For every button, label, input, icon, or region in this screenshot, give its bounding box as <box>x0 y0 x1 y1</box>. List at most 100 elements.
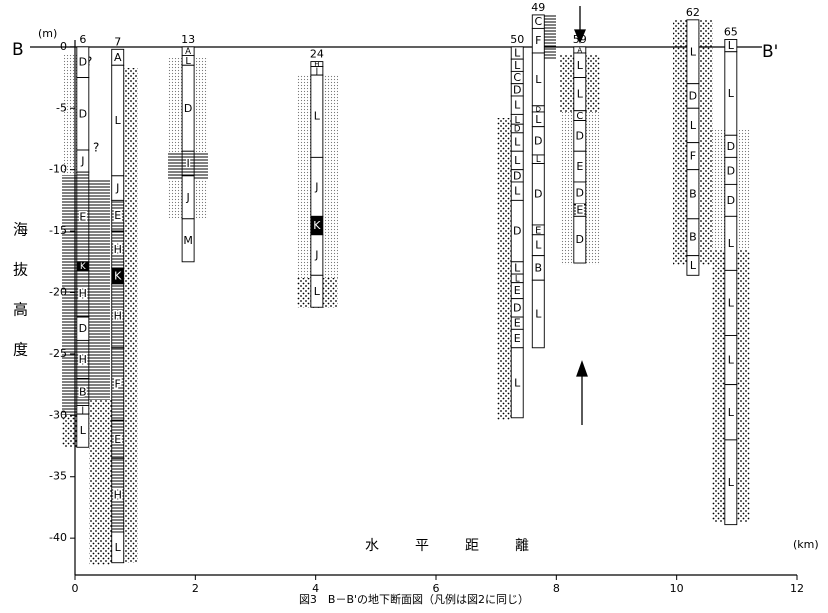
x-tick-label: 12 <box>790 582 804 595</box>
question-mark: ? <box>93 141 99 155</box>
x-axis-label: 距 <box>465 538 479 554</box>
layer-label: M <box>183 234 193 247</box>
layer-label: L <box>577 88 584 101</box>
layer-label: J <box>315 67 319 77</box>
layer <box>573 215 587 264</box>
layer-label: D <box>576 129 584 142</box>
layer-label: B <box>689 188 697 201</box>
layer-label: L <box>535 307 542 320</box>
caption: 図3 B－B'の地下断面図（凡例は図2に同じ） <box>299 592 529 606</box>
layer-label: L <box>535 73 542 86</box>
layer-label: L <box>514 261 521 274</box>
layer-label: D <box>536 105 541 113</box>
layer-label: D <box>576 187 584 200</box>
layer-label: C <box>534 15 542 28</box>
layer-label: F <box>690 150 696 163</box>
layer-label: J <box>81 406 85 416</box>
layer-label: L <box>514 59 521 72</box>
layer-label: J <box>115 182 119 195</box>
x-tick-label: 0 <box>72 582 79 595</box>
y-tick-label: -5 <box>56 101 67 114</box>
layer-label: L <box>314 110 321 123</box>
layer-label: J <box>80 155 84 168</box>
layer-label: J <box>185 191 189 204</box>
layer-label: L <box>536 155 541 165</box>
layer-label: L <box>514 136 521 149</box>
layer-label: L <box>115 114 122 127</box>
x-axis-label: 平 <box>415 538 429 554</box>
y-tick-label: -10 <box>49 163 67 176</box>
layer-label: L <box>577 59 584 72</box>
x-tick-label: 6 <box>433 582 440 595</box>
borehole-label: 7 <box>114 35 121 48</box>
layer <box>310 274 324 308</box>
layer-label: L <box>115 541 122 554</box>
layer-label: D <box>184 102 192 115</box>
layer-label: L <box>514 376 521 389</box>
layer-label: D <box>79 56 87 69</box>
layer-label: D <box>727 194 735 207</box>
layer-label: A <box>185 47 191 57</box>
section-start: B <box>12 40 24 60</box>
layer-label: J <box>314 249 318 262</box>
layer <box>531 279 545 349</box>
layer-label: B <box>689 231 697 244</box>
y-tick-label: -30 <box>49 408 67 421</box>
borehole-label: 49 <box>531 1 545 14</box>
layer-label: D <box>576 233 584 246</box>
layer-label: L <box>314 285 321 298</box>
layer-label: L <box>185 56 191 67</box>
layer-label: D <box>79 322 87 335</box>
layer-label: E <box>114 433 121 446</box>
layer-label: L <box>728 296 735 309</box>
borehole-label: 59 <box>573 33 587 46</box>
layer-label: B <box>535 261 543 274</box>
layer-label: J <box>314 180 318 193</box>
layer-label: E <box>576 160 583 173</box>
borehole: L D L F B B L 62 <box>686 6 700 276</box>
layer-label: E <box>514 284 521 297</box>
layer-label: K <box>114 269 122 282</box>
layer-label: K <box>80 262 86 272</box>
layer <box>76 413 90 448</box>
layer-label: L <box>728 476 735 489</box>
layer-label: E <box>79 210 86 223</box>
layer-label: C <box>576 111 583 122</box>
borehole-label: 65 <box>724 25 738 38</box>
x-axis-label: 水 <box>365 538 379 554</box>
y-tick-label: -20 <box>49 286 67 299</box>
borehole-label: 50 <box>510 33 524 46</box>
y-unit: (m) <box>38 27 57 40</box>
layer <box>181 218 195 263</box>
layer-label: D <box>514 125 521 135</box>
layer-label: E <box>514 332 521 345</box>
y-tick-label: -35 <box>49 470 67 483</box>
borehole: AL D I J M 13 <box>181 33 195 263</box>
layer-label: L <box>514 99 521 112</box>
surroundings <box>62 15 750 565</box>
layer-label: H <box>314 61 319 69</box>
layer-label: L <box>690 45 697 58</box>
layer-label: L <box>728 87 735 100</box>
borehole-label: 24 <box>310 48 324 61</box>
y-tick-label: 0 <box>60 40 67 53</box>
x-tick-label: 10 <box>670 582 684 595</box>
layer-label: D <box>534 188 542 201</box>
layer-label: B <box>79 385 87 398</box>
layer-label: L <box>728 237 735 250</box>
layer-label: H <box>79 287 87 300</box>
layer-label: F <box>535 34 541 47</box>
layer <box>111 531 125 564</box>
y-axis-label: 度 <box>13 341 28 359</box>
layer-label: D <box>727 140 735 153</box>
y-tick-label: -40 <box>49 531 67 544</box>
arrows <box>574 6 588 425</box>
layer-label: H <box>114 489 122 502</box>
layer-label: D <box>513 169 521 182</box>
layer-label: L <box>514 115 520 126</box>
